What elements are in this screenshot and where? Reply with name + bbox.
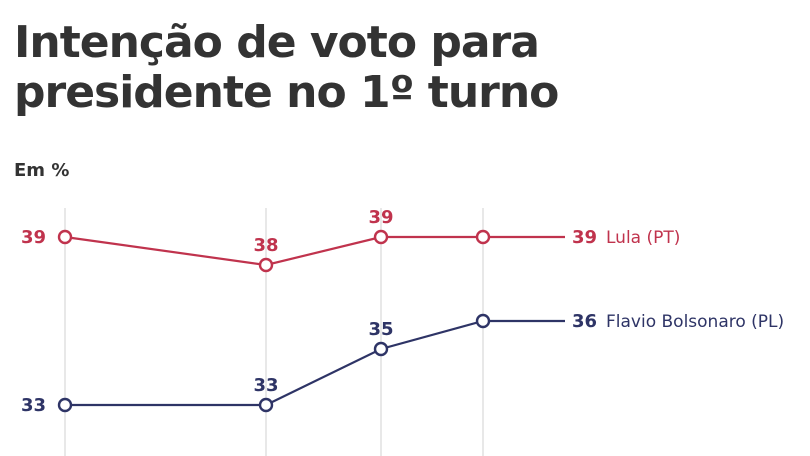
marker-flavio-4 — [475, 313, 491, 329]
end-value-lula: 39 — [572, 227, 597, 248]
marker-lula-1 — [57, 229, 73, 245]
chart-title: Intenção de voto para presidente no 1º t… — [14, 17, 559, 118]
marker-flavio-2 — [258, 397, 274, 413]
series-line-flavio — [65, 319, 565, 407]
data-label-flavio-3: 35 — [368, 319, 393, 340]
marker-lula-2 — [258, 257, 274, 273]
series-line-lula — [64, 235, 565, 267]
marker-flavio-3 — [373, 341, 389, 357]
data-label-lula-3: 39 — [368, 207, 393, 228]
title-line-2: presidente no 1º turno — [14, 67, 559, 118]
end-value-flavio: 36 — [572, 311, 597, 332]
title-line-1: Intenção de voto para — [14, 17, 540, 68]
data-label-lula-1: 39 — [21, 227, 46, 248]
series-name-flavio: Flavio Bolsonaro (PL) — [606, 312, 784, 332]
unit-label: Em % — [14, 160, 70, 181]
marker-lula-4 — [475, 229, 491, 245]
data-label-flavio-2: 33 — [253, 375, 278, 396]
data-label-lula-2: 38 — [253, 235, 278, 256]
data-label-flavio-1: 33 — [21, 395, 46, 416]
marker-flavio-1 — [57, 397, 73, 413]
marker-lula-3 — [373, 229, 389, 245]
series-name-lula: Lula (PT) — [606, 228, 680, 248]
